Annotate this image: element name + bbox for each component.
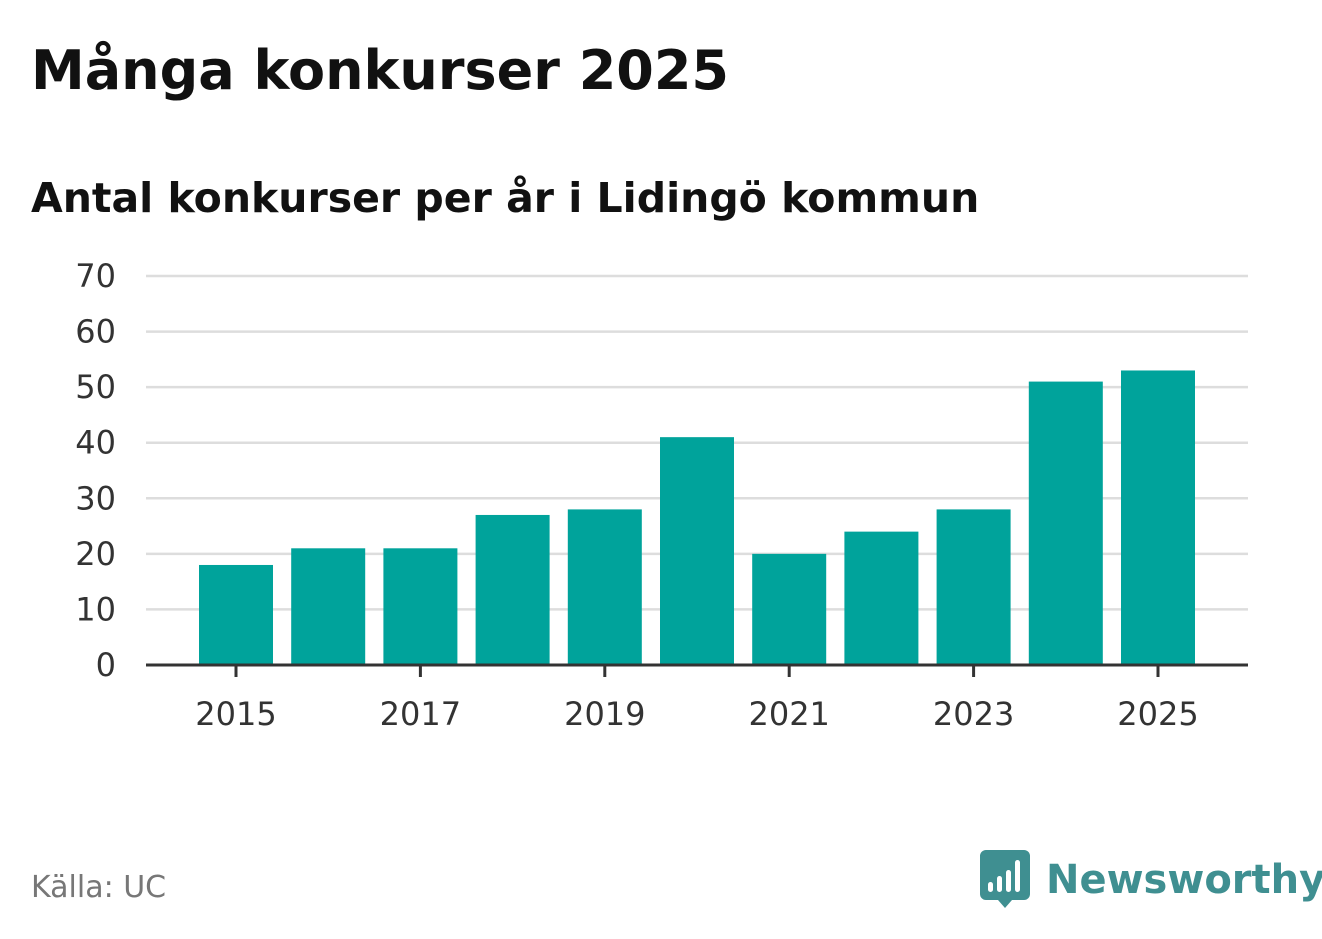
y-tick-label: 60: [75, 313, 116, 351]
y-axis-tick-labels: 0 10 20 30 40 50 60 70: [75, 257, 116, 684]
y-tick-label: 10: [75, 590, 116, 628]
bar-2019: [567, 509, 642, 665]
bars: [199, 370, 1195, 665]
source-note: Källa: UC: [31, 870, 167, 905]
chart-subtitle: Antal konkurser per år i Lidingö kommun: [31, 174, 980, 222]
y-tick-label: 30: [75, 479, 116, 517]
y-tick-label: 50: [75, 368, 116, 406]
x-tick-label: 2017: [380, 695, 461, 733]
x-tick-label: 2023: [933, 695, 1014, 733]
bar-2017: [383, 548, 458, 665]
x-tick-label: 2021: [748, 695, 829, 733]
bar-2022: [844, 531, 919, 665]
bar-2015: [199, 564, 273, 665]
x-tick-label: 2015: [195, 695, 276, 733]
bar-2016: [291, 548, 366, 665]
bar-2021: [752, 553, 827, 665]
x-axis: [146, 663, 1248, 677]
x-tick-label: 2025: [1117, 695, 1198, 733]
y-tick-label: 20: [75, 535, 116, 573]
chart-title: Många konkurser 2025: [31, 39, 729, 102]
newsworthy-logo: Newsworthy: [980, 850, 1322, 910]
bar-2018: [475, 514, 550, 665]
newsworthy-logo-icon: [980, 850, 1030, 908]
y-tick-label: 70: [75, 257, 116, 295]
y-tick-label: 0: [96, 646, 116, 684]
x-tick-label: 2019: [564, 695, 645, 733]
bar-2020: [660, 437, 734, 665]
bar-2025: [1121, 370, 1195, 665]
newsworthy-brand-name: Newsworthy: [1046, 857, 1322, 903]
y-tick-label: 40: [75, 424, 116, 462]
bar-2023: [936, 509, 1011, 665]
x-axis-tick-labels: 2015 2017 2019 2021 2023 2025: [195, 695, 1198, 733]
bar-chart: 0 10 20 30 40 50 60 70 2015 2017 2019 2021 2023 2025: [75, 257, 1248, 733]
bar-2024: [1028, 381, 1103, 665]
